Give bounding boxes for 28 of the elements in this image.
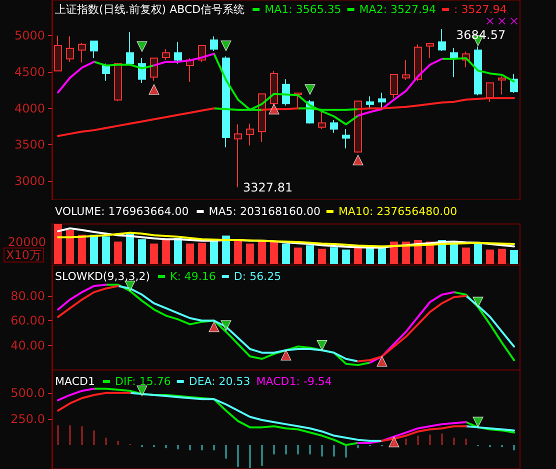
legend-label: DEA: 20.53 — [188, 375, 250, 388]
chart-title: SLOWKD(9,3,3,2) — [55, 270, 150, 283]
annotation: 3684.57 — [456, 28, 506, 42]
y-tick-label: 3000 — [14, 174, 45, 188]
text: 20000 — [8, 235, 46, 249]
chart-title: 上证指数(日线.前复权) ABCD信号系统 — [55, 3, 245, 16]
y-tick-label: 80.00 — [10, 288, 45, 303]
legend-label: MA5: 203168160.00 — [208, 205, 320, 218]
y-tick-label: 60.00 — [10, 314, 45, 328]
legend-label: MA1: 3565.35 — [264, 3, 342, 16]
legend-label: K: 49.16 — [170, 270, 216, 283]
chart-title: VOLUME: 176963664.00 — [55, 205, 189, 218]
y-axis-title: X10万 — [6, 248, 42, 262]
legend-label: MA10: 237656480.00 — [338, 205, 458, 218]
y-tick-label: 500.0 — [10, 386, 45, 400]
annotation: 3327.81 — [243, 180, 293, 194]
y-tick-label: 4000 — [14, 101, 45, 116]
y-tick-label: 5000 — [14, 28, 45, 43]
legend-label: : 3527.94 — [454, 3, 507, 16]
chart-title: MACD1 — [55, 375, 95, 388]
chart-subtitle: MACD1: -9.54 — [256, 375, 332, 388]
y-tick-label: 250.0 — [10, 412, 45, 426]
y-tick-label: 4500 — [14, 65, 45, 79]
legend-label: DIF: 15.76 — [114, 375, 171, 388]
legend-label: MA2: 3527.94 — [359, 3, 436, 16]
legend-label: D: 56.25 — [234, 270, 282, 283]
y-tick-label: 3500 — [14, 138, 45, 152]
y-tick-label: 40.00 — [10, 338, 45, 352]
